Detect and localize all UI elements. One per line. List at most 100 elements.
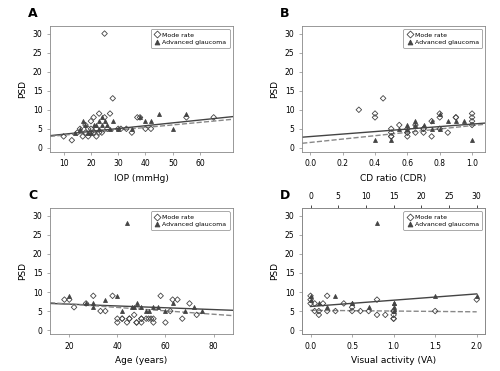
Point — [371, 114, 379, 120]
Point — [404, 126, 411, 132]
Point — [319, 301, 327, 306]
Point — [84, 129, 92, 135]
Point — [169, 126, 177, 132]
Y-axis label: PSD: PSD — [270, 262, 280, 280]
Point — [138, 316, 145, 322]
Point — [387, 129, 395, 135]
Point — [436, 111, 444, 116]
Point — [123, 220, 131, 226]
Point — [387, 137, 395, 143]
Point — [348, 308, 356, 314]
Point — [130, 304, 138, 310]
Point — [390, 301, 398, 306]
Point — [468, 38, 476, 44]
Point — [100, 118, 108, 124]
Point — [142, 118, 150, 124]
Legend: Mode rate, Advanced glaucoma: Mode rate, Advanced glaucoma — [404, 29, 482, 48]
Point — [198, 308, 205, 314]
Point — [436, 111, 444, 116]
Text: D: D — [280, 189, 290, 202]
Point — [420, 126, 428, 132]
Point — [387, 134, 395, 139]
Point — [315, 301, 323, 306]
X-axis label: Age (years): Age (years) — [116, 356, 168, 365]
Point — [436, 126, 444, 132]
Point — [306, 301, 314, 306]
Point — [142, 126, 150, 132]
Point — [390, 308, 398, 314]
Point — [210, 114, 218, 120]
Point — [106, 126, 114, 132]
Point — [404, 129, 411, 135]
Y-axis label: PSD: PSD — [18, 262, 27, 280]
Point — [144, 316, 152, 322]
Point — [90, 304, 98, 310]
Point — [78, 118, 86, 124]
Point — [106, 111, 114, 116]
Point — [114, 316, 122, 322]
Point — [155, 111, 163, 116]
Point — [117, 126, 125, 132]
Point — [150, 319, 158, 325]
Point — [95, 111, 103, 116]
Point — [96, 308, 104, 314]
Point — [186, 301, 194, 306]
Point — [84, 134, 92, 139]
Point — [373, 297, 381, 303]
Point — [180, 308, 188, 314]
Point — [178, 316, 186, 322]
Point — [472, 297, 480, 303]
Point — [70, 304, 78, 310]
Point — [87, 129, 95, 135]
Point — [364, 308, 372, 314]
Point — [452, 118, 460, 124]
Point — [306, 293, 314, 299]
Point — [82, 301, 90, 306]
Point — [431, 308, 439, 314]
Point — [102, 297, 110, 303]
Point — [379, 95, 387, 101]
Text: B: B — [280, 7, 290, 20]
Point — [472, 293, 480, 299]
Point — [420, 126, 428, 132]
Point — [177, 38, 185, 44]
Point — [100, 114, 108, 120]
Point — [306, 297, 314, 303]
Point — [102, 308, 110, 314]
Point — [82, 122, 90, 128]
Point — [420, 31, 428, 37]
Point — [332, 308, 340, 314]
Point — [468, 118, 476, 124]
Point — [92, 126, 100, 132]
Point — [122, 126, 130, 132]
Point — [118, 308, 126, 314]
Point — [412, 122, 420, 128]
Point — [138, 304, 145, 310]
Point — [68, 137, 76, 143]
Point — [90, 114, 98, 120]
Point — [82, 122, 90, 128]
Y-axis label: PSD: PSD — [18, 80, 27, 98]
Point — [142, 308, 150, 314]
Point — [98, 122, 106, 128]
Point — [144, 308, 152, 314]
Point — [95, 118, 103, 124]
Point — [92, 122, 100, 128]
Point — [74, 129, 82, 135]
Point — [340, 301, 348, 306]
Point — [444, 129, 452, 135]
Point — [323, 304, 331, 310]
Point — [130, 312, 138, 318]
Point — [60, 297, 68, 303]
Point — [315, 308, 323, 314]
Point — [332, 293, 340, 299]
Point — [356, 308, 364, 314]
Point — [428, 118, 436, 124]
Point — [192, 312, 200, 318]
Point — [182, 111, 190, 116]
Point — [371, 111, 379, 116]
Point — [387, 134, 395, 139]
Point — [76, 126, 84, 132]
Point — [348, 301, 356, 306]
Point — [310, 308, 318, 314]
